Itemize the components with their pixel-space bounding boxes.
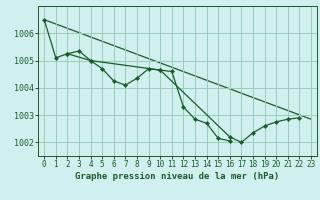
X-axis label: Graphe pression niveau de la mer (hPa): Graphe pression niveau de la mer (hPa) [76,172,280,181]
